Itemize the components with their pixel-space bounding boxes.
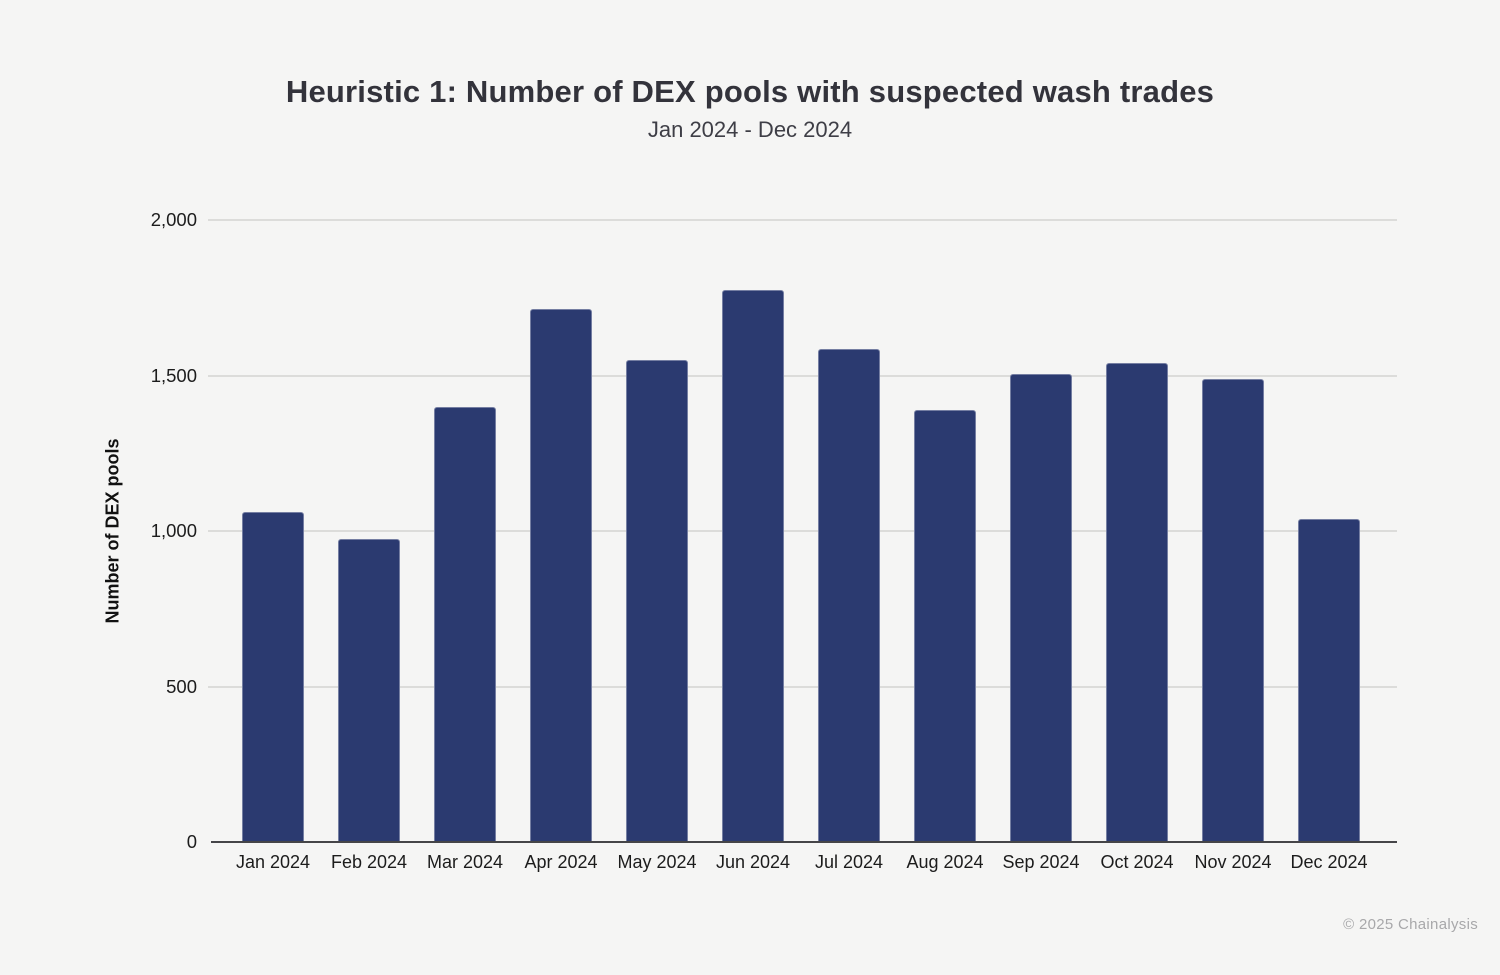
x-tick-label-jul-2024: Jul 2024 (814, 852, 884, 872)
bar-dec-2024 (1298, 518, 1360, 842)
gridline-1000 (208, 530, 1397, 532)
y-tick-label-1,500: 1,500 (150, 364, 197, 386)
y-tick-label-0: 0 (186, 831, 197, 852)
x-tick-label-mar-2024: Mar 2024 (426, 852, 504, 872)
chart-subtitle: Jan 2024 - Dec 2024 (647, 117, 853, 142)
x-tick-label-jun-2024: Jun 2024 (715, 852, 791, 872)
gridline-1500 (208, 374, 1397, 377)
gridline-2000 (208, 219, 1397, 221)
bar-oct-2024 (1106, 363, 1168, 842)
bar-aug-2024 (914, 409, 976, 842)
plot-area: Jan 2024 Feb 2024 Mar 2024 Apr 2024 May 2024… (208, 219, 1397, 872)
y-tick-label-1,000: 1,000 (150, 520, 197, 541)
bar-jul-2024 (818, 349, 880, 842)
x-tick-label-jan-2024: Jan 2024 (235, 852, 311, 872)
gridline-500 (208, 685, 1397, 688)
x-axis-line (211, 840, 1397, 843)
x-tick-label-oct-2024: Oct 2024 (1100, 852, 1174, 872)
x-tick-label-may-2024: May 2024 (617, 852, 697, 872)
y-axis-tick-labels: 0 500 1,000 1,500 2,000 (0, 210, 197, 852)
x-tick-label-aug-2024: Aug 2024 (906, 852, 984, 872)
bar-jun-2024 (722, 289, 784, 842)
x-tick-label-sep-2024: Sep 2024 (1002, 852, 1080, 872)
y-tick-label-2,000: 2,000 (150, 209, 197, 230)
copyright-notice: © 2025 Chainalysis (1343, 916, 1478, 933)
bar-feb-2024 (338, 538, 400, 842)
chart-title: Heuristic 1: Number of DEX pools with su… (285, 74, 1215, 109)
y-tick-label-500: 500 (166, 675, 197, 697)
bar-may-2024 (626, 359, 688, 842)
bar-apr-2024 (530, 308, 592, 842)
x-tick-label-nov-2024: Nov 2024 (1194, 852, 1272, 872)
bar-jan-2024 (242, 512, 304, 842)
x-tick-label-feb-2024: Feb 2024 (330, 852, 408, 872)
bar-mar-2024 (434, 406, 496, 842)
x-tick-label-apr-2024: Apr 2024 (524, 852, 598, 872)
bar-sep-2024 (1010, 373, 1072, 842)
bar-nov-2024 (1202, 378, 1264, 842)
x-tick-label-dec-2024: Dec 2024 (1290, 852, 1368, 872)
